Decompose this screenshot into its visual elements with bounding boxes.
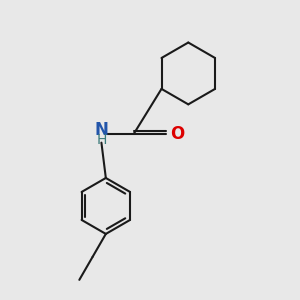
Text: N: N <box>94 121 108 139</box>
Text: O: O <box>171 125 185 143</box>
Text: H: H <box>96 133 106 147</box>
